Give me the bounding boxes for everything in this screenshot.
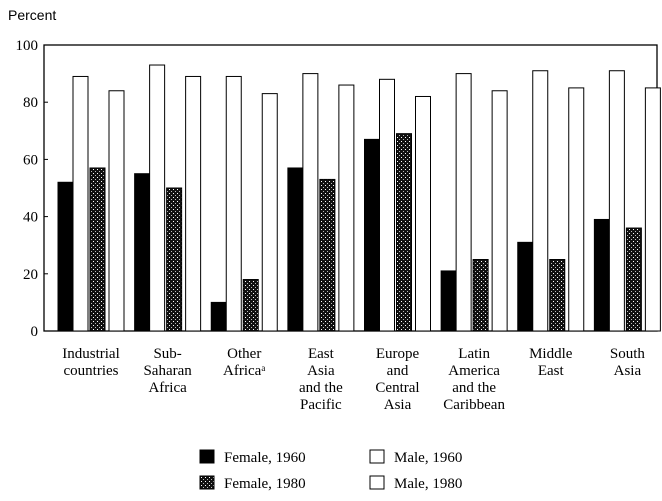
bar-female-1960-7 [593,218,610,332]
x-category-label: Africaᵃ [223,363,265,379]
bar-male-1980-7 [644,87,661,332]
x-category-label: and the [452,380,496,396]
legend-swatch [369,449,385,464]
y-tick-label: 20 [23,267,38,283]
bar-male-1960-0 [72,75,89,332]
x-category-label: East [538,363,565,379]
legend-swatch [199,449,215,464]
bar-male-1960-2 [225,75,242,332]
bar-female-1980-2 [242,279,259,332]
y-tick-label: 60 [23,152,38,168]
bar-female-1980-7 [625,227,642,332]
bar-male-1980-5 [491,90,508,332]
legend-label: Female, 1960 [224,450,306,466]
bar-male-1960-1 [149,64,166,332]
bar-female-1960-6 [517,241,534,332]
x-category-label: Central [375,380,419,396]
bar-female-1960-5 [440,270,457,332]
x-category-label: Asia [384,397,412,413]
x-category-label: Pacific [300,397,342,413]
x-category-label: and the [299,380,343,396]
bar-female-1960-0 [57,181,74,332]
x-category-label: Caribbean [443,397,505,413]
bar-female-1980-1 [166,187,183,332]
y-axis-label: Percent [8,7,56,23]
x-category-label: Middle [529,346,573,362]
legend-label: Female, 1980 [224,476,306,492]
bar-female-1960-1 [134,173,151,332]
bar-male-1980-0 [108,90,125,332]
bar-male-1980-6 [568,87,585,332]
x-category-label: East [308,346,335,362]
y-tick-label: 0 [31,324,39,340]
bar-male-1980-1 [185,75,202,332]
x-category-label: South [610,346,646,362]
bar-female-1980-0 [89,167,106,332]
bar-female-1960-4 [364,138,380,332]
y-tick-label: 80 [23,95,38,111]
bar-female-1980-3 [319,178,336,332]
bar-male-1960-6 [532,70,549,332]
x-category-label: Saharan [143,363,192,379]
bar-female-1980-5 [472,259,489,332]
legend-swatch [369,475,385,490]
bar-male-1960-7 [608,70,625,332]
x-category-label: Europe [376,346,420,362]
x-category-label: Latin [458,346,490,362]
legend-label: Male, 1960 [394,450,462,466]
bar-male-1960-3 [302,73,319,332]
x-category-label: Industrial [62,346,120,362]
x-category-label: countries [64,363,119,379]
bar-male-1980-2 [261,93,278,332]
bar-male-1980-3 [338,84,355,332]
x-category-label: Africa [148,380,187,396]
y-tick-label: 100 [16,38,39,54]
y-tick-label: 40 [23,210,38,226]
x-category-label: Asia [307,363,335,379]
x-category-label: Sub- [153,346,181,362]
legend-label: Male, 1980 [394,476,462,492]
x-category-label: and [387,363,409,379]
bar-male-1960-4 [379,78,395,332]
x-category-label: Other [227,346,261,362]
bar-female-1980-4 [396,133,412,332]
bar-male-1980-4 [415,95,431,332]
bar-female-1960-3 [287,167,304,332]
bar-male-1960-5 [455,73,472,332]
bar-female-1960-2 [210,301,227,332]
bar-female-1980-6 [549,259,566,332]
x-category-label: Asia [614,363,642,379]
x-category-label: America [448,363,500,379]
legend-swatch [199,475,215,490]
